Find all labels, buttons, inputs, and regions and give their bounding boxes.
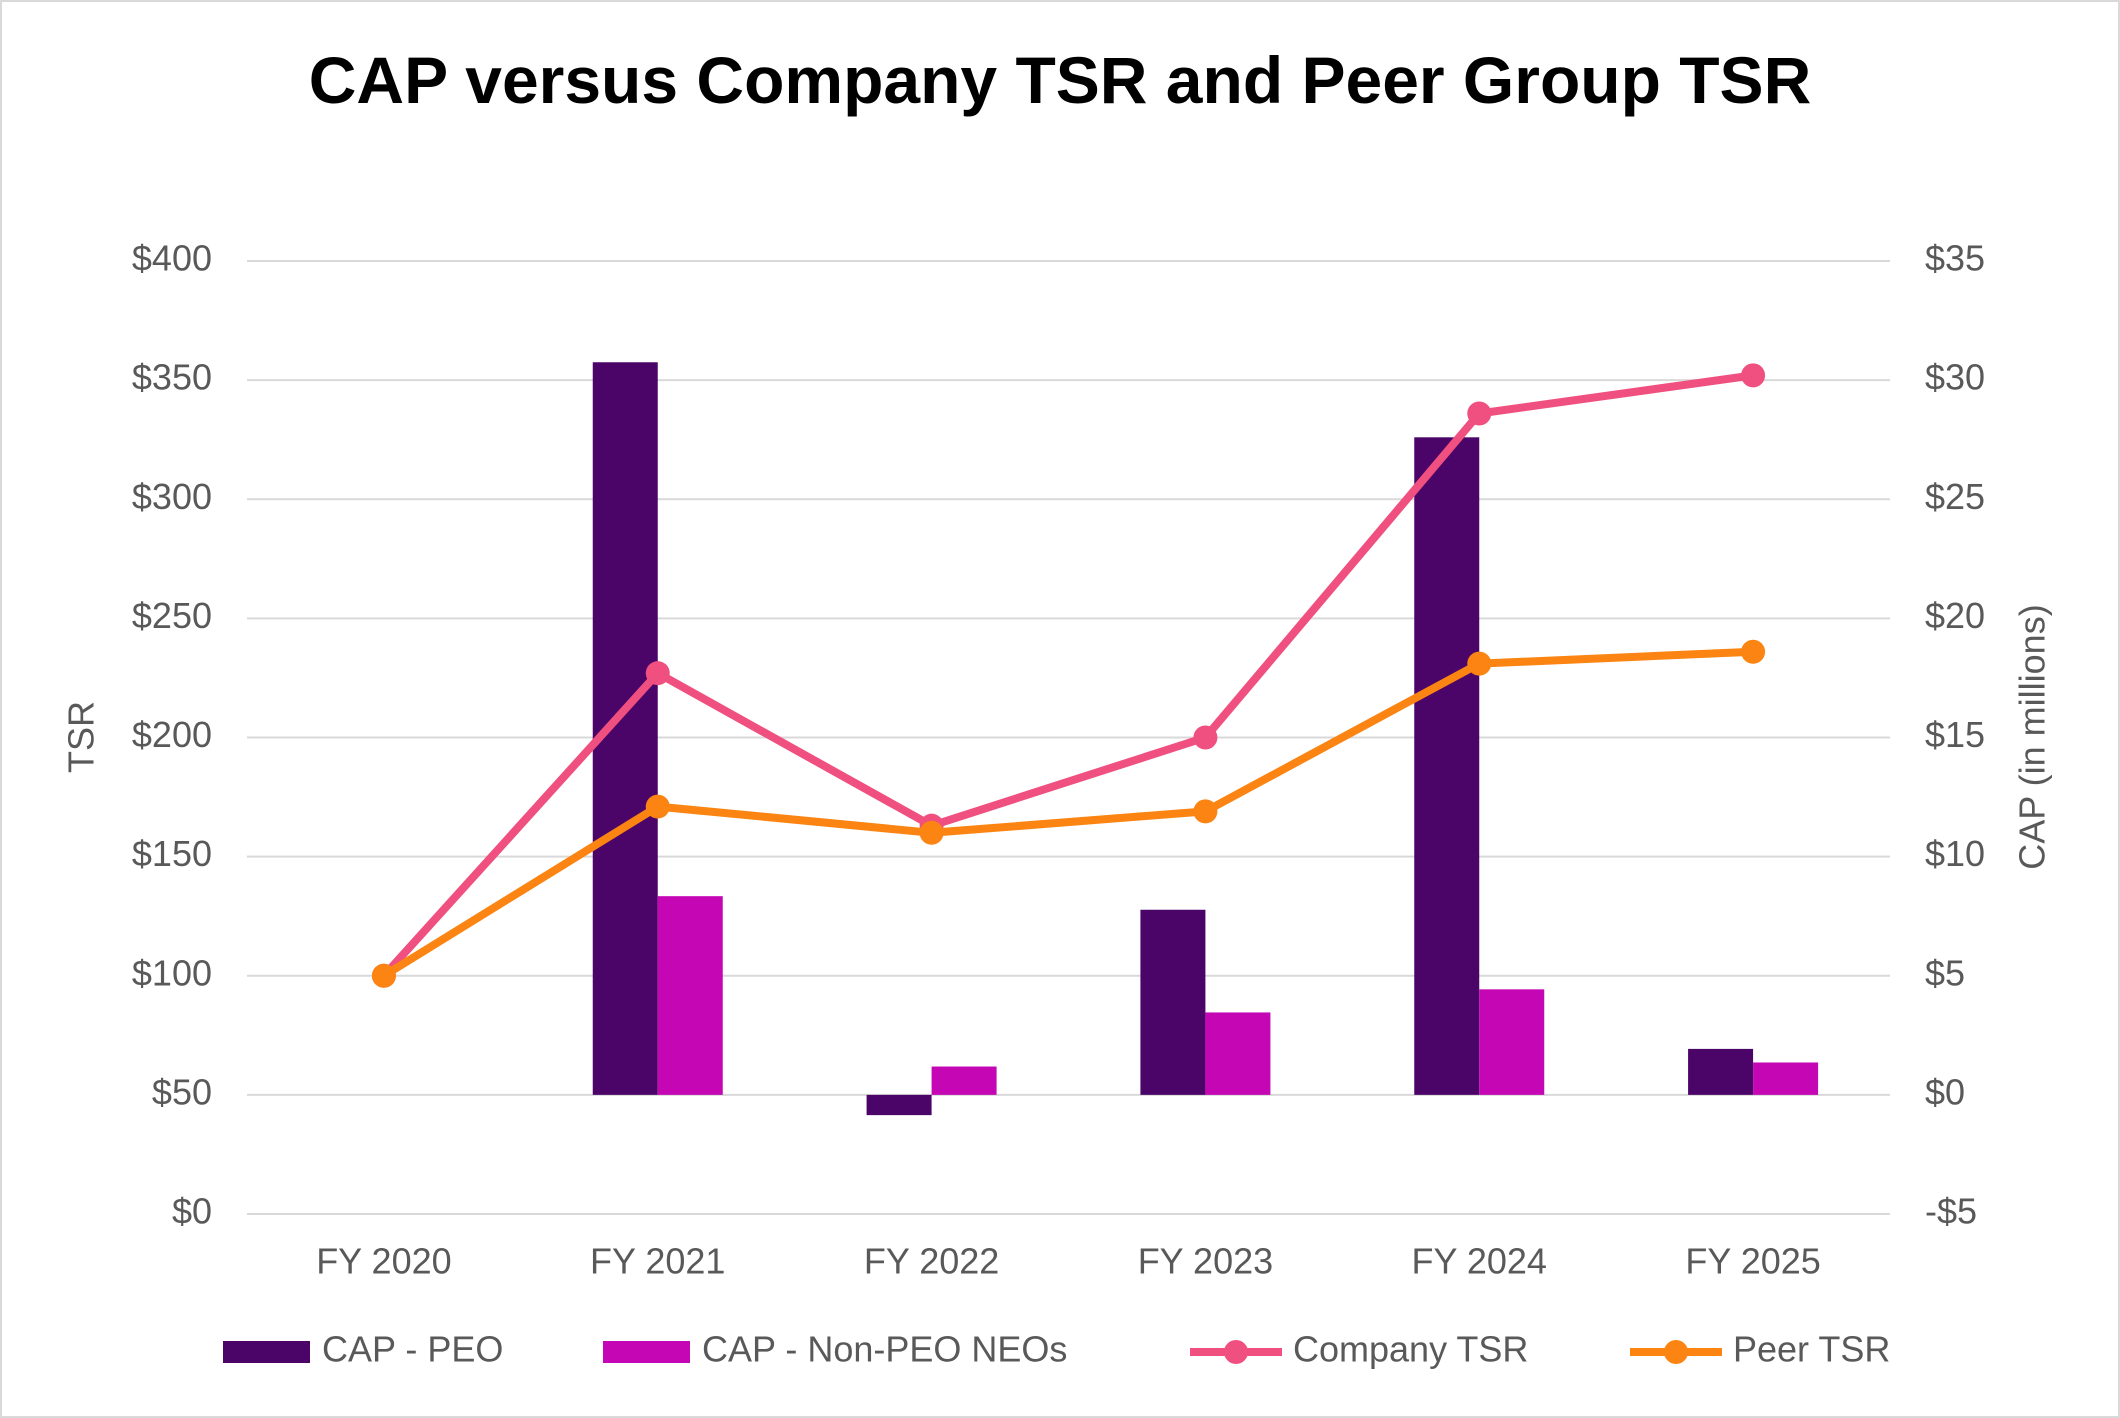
y-tick-label: $300 [132,476,212,517]
y-tick-label: $350 [132,357,212,398]
x-tick-label: FY 2024 [1412,1241,1547,1282]
x-tick-label: FY 2020 [316,1241,451,1282]
x-tick-label: FY 2022 [864,1241,999,1282]
y2-tick-label: $15 [1925,714,1985,755]
x-tick-label: FY 2023 [1138,1241,1273,1282]
bar [1414,437,1480,1095]
marker [1741,639,1766,664]
bar [1140,909,1206,1095]
bar [1688,1048,1754,1095]
line [381,647,1754,980]
legend-marker [1224,1340,1248,1364]
legend-marker [1664,1340,1688,1364]
y-axis-label: TSR [61,701,102,773]
y2-tick-label: $25 [1925,476,1985,517]
legend-label: Peer TSR [1733,1329,1890,1370]
marker [919,820,944,845]
marker [371,963,396,988]
y2-tick-label: $10 [1925,833,1985,874]
bar [931,1066,997,1095]
legend-swatch [603,1341,690,1363]
bar [1205,1012,1271,1095]
y-tick-label: $50 [152,1071,212,1112]
legend-label: CAP - PEO [322,1329,503,1370]
marker [1467,651,1492,676]
y-tick-label: $250 [132,595,212,636]
y-tick-label: $200 [132,714,212,755]
x-tick-label: FY 2021 [590,1241,725,1282]
legend-swatch [223,1341,310,1363]
bar [866,1094,932,1116]
x-tick-label: FY 2025 [1685,1241,1820,1282]
y-tick-label: $400 [132,238,212,279]
bar [1753,1062,1819,1095]
y2-axis-label: CAP (in millions) [2012,604,2053,869]
y2-tick-label: -$5 [1925,1191,1977,1232]
marker [1741,363,1766,388]
y2-tick-label: $20 [1925,595,1985,636]
y-tick-label: $100 [132,952,212,993]
marker [1193,799,1218,824]
legend-label: Company TSR [1293,1329,1528,1370]
y-tick-label: $150 [132,833,212,874]
marker [645,661,670,686]
y2-tick-label: $0 [1925,1071,1965,1112]
marker [1467,401,1492,426]
y2-tick-label: $5 [1925,952,1965,993]
y-tick-label: $0 [172,1191,212,1232]
line [380,371,1754,979]
bar [1479,989,1545,1095]
chart-title: CAP versus Company TSR and Peer Group TS… [308,43,1812,117]
marker [645,794,670,819]
marker [1193,725,1218,750]
bar [657,896,723,1095]
y2-tick-label: $35 [1925,238,1985,279]
legend-label: CAP - Non-PEO NEOs [702,1329,1067,1370]
y2-tick-label: $30 [1925,357,1985,398]
